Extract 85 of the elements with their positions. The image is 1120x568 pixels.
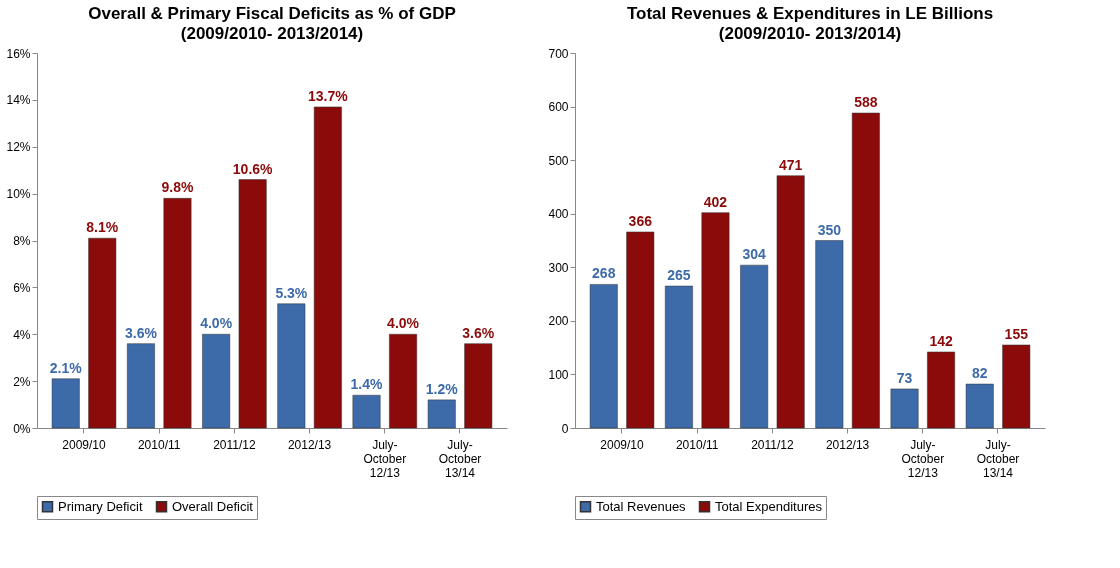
bar	[740, 264, 769, 429]
data-label: 350	[817, 221, 842, 238]
x-tick-label: 2011/12	[213, 437, 256, 452]
legend-label: Total Expenditures	[715, 498, 823, 514]
data-label: 265	[667, 267, 691, 284]
bar	[389, 334, 418, 429]
data-label: 4.0%	[387, 315, 420, 332]
y-tick-label: 14%	[6, 93, 31, 108]
y-tick-label: 4%	[13, 327, 31, 342]
bar	[313, 106, 342, 429]
y-tick-label: 0%	[13, 421, 31, 436]
data-label: 8.1%	[86, 219, 119, 236]
bar	[88, 237, 117, 429]
x-tick-label: July- October 13/14	[438, 437, 482, 480]
y-tick-label: 0	[561, 421, 569, 436]
legend-label: Total Revenues	[596, 498, 687, 514]
bar	[238, 179, 267, 429]
x-tick-label: 2010/11	[675, 437, 719, 452]
x-tick-label: 2009/10	[600, 437, 645, 452]
bar	[664, 285, 693, 429]
data-label: 1.2%	[425, 380, 459, 397]
legend-label: Primary Deficit	[58, 498, 143, 514]
y-tick-label: 16%	[6, 46, 31, 61]
bar	[202, 334, 231, 429]
data-label: 402	[703, 193, 728, 210]
data-label: 2.1%	[49, 359, 83, 376]
data-label: 13.7%	[308, 87, 349, 104]
bar	[851, 112, 880, 429]
data-label: 268	[592, 265, 616, 282]
data-label: 10.6%	[232, 160, 274, 177]
data-label: 142	[929, 332, 953, 349]
chart-title: Overall & Primary Fiscal Deficits as % of GDP	[88, 4, 456, 23]
data-label: 3.6%	[462, 324, 495, 341]
bar	[927, 351, 956, 429]
y-tick-label: 500	[548, 153, 569, 168]
bar	[776, 175, 805, 429]
bar	[51, 378, 80, 429]
legend-label: Overall Deficit	[172, 498, 254, 514]
chart-title: Total Revenues & Expenditures in LE Billions	[626, 4, 994, 23]
bar	[464, 343, 493, 429]
y-tick-label: 300	[548, 260, 569, 275]
data-label: 471	[778, 156, 803, 173]
data-label: 82	[971, 365, 988, 382]
chart-subtitle: (2009/2010- 2013/2014)	[180, 24, 364, 43]
y-tick-label: 600	[548, 100, 569, 115]
x-tick-label: July- October 12/13	[901, 437, 945, 480]
data-label: 5.3%	[275, 284, 308, 301]
x-tick-label: July- October 12/13	[363, 437, 407, 480]
x-tick-label: July- October 13/14	[976, 437, 1020, 480]
x-tick-label: 2009/10	[62, 437, 107, 452]
y-tick-label: 6%	[13, 280, 31, 295]
chart-subtitle: (2009/2010- 2013/2014)	[718, 24, 902, 43]
data-label: 73	[896, 369, 913, 386]
bar	[352, 394, 381, 429]
bar	[427, 399, 456, 429]
y-tick-label: 10%	[6, 187, 31, 202]
data-label: 588	[854, 94, 878, 110]
data-label: 1.4%	[350, 376, 384, 393]
y-tick-label: 400	[548, 207, 569, 222]
y-tick-label: 2%	[13, 374, 31, 389]
data-label: 155	[1004, 325, 1029, 342]
data-label: 366	[628, 212, 653, 229]
bar	[890, 388, 919, 429]
y-tick-label: 8%	[13, 234, 31, 248]
data-label: 304	[742, 246, 767, 263]
x-tick-label: 2012/13	[825, 437, 870, 452]
bar	[965, 383, 994, 429]
x-tick-label: 2012/13	[287, 437, 332, 452]
data-label: 4.0%	[200, 315, 233, 332]
bar	[126, 343, 155, 429]
y-tick-label: 200	[548, 314, 569, 329]
data-label: 9.8%	[161, 179, 194, 196]
bar	[626, 231, 655, 429]
bar	[163, 198, 192, 429]
bar	[1002, 344, 1031, 429]
y-tick-label: 700	[548, 46, 569, 61]
x-tick-label: 2010/11	[137, 437, 181, 452]
bar	[277, 303, 306, 429]
y-tick-label: 100	[548, 367, 569, 382]
data-label: 3.6%	[124, 324, 158, 341]
bar	[815, 240, 844, 429]
bar	[701, 212, 730, 429]
y-tick-label: 12%	[6, 140, 31, 155]
bar	[589, 284, 618, 429]
x-tick-label: 2011/12	[751, 437, 794, 452]
